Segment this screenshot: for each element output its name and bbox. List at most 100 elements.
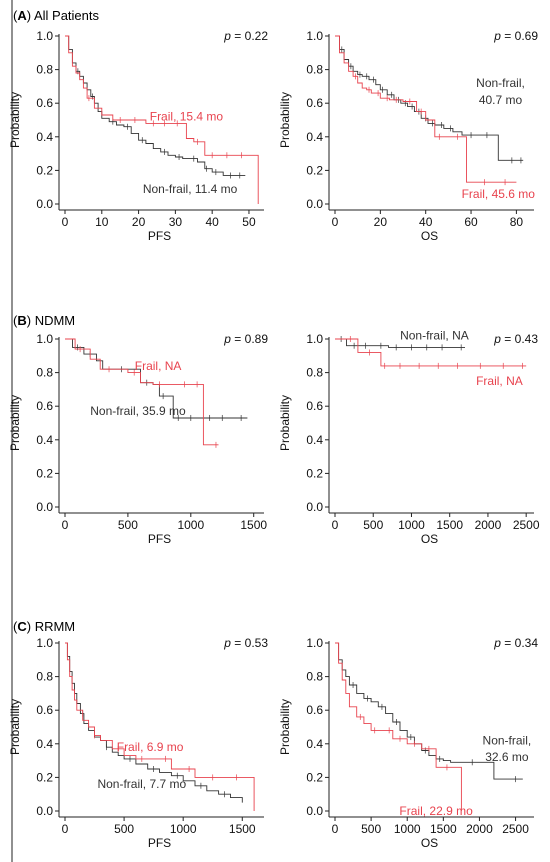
panel-title-b: NDMM: [35, 313, 75, 328]
y-tick-label: 0.8: [36, 670, 53, 684]
x-tick-label: 2000: [475, 518, 502, 532]
y-tick-label: 0.6: [306, 96, 323, 110]
p-value-text: = 0.22: [234, 29, 268, 43]
annotation-nonfrail: 40.7 mo: [479, 93, 523, 107]
y-tick-label: 0.0: [36, 197, 53, 211]
panel-label-b: (B) NDMM: [13, 313, 75, 328]
annotation-frail: Frail, 6.9 mo: [117, 740, 184, 754]
annotation-nonfrail: Non-frail,: [483, 733, 532, 747]
km-curve-frail: [65, 35, 259, 204]
x-tick-label: 0: [332, 822, 339, 836]
x-tick-label: 500: [363, 518, 383, 532]
y-tick-label: 0.8: [306, 670, 323, 684]
panel-label-c: (C) RRMM: [13, 619, 75, 634]
y-tick-label: 1.0: [36, 636, 53, 650]
x-tick-label: 0: [332, 518, 339, 532]
p-value: p = 0.69: [493, 29, 538, 43]
x-tick-label: 2500: [513, 518, 540, 532]
x-tick-label: 40: [419, 215, 433, 229]
annotation-frail: Frail, NA: [476, 374, 523, 388]
y-tick-label: 0.8: [306, 63, 323, 77]
y-tick-label: 0.4: [36, 433, 53, 447]
x-tick-label: 0: [332, 215, 339, 229]
km-curve-frail: [65, 338, 219, 446]
x-tick-label: 40: [205, 215, 219, 229]
x-tick-label: 0: [62, 822, 69, 836]
annotation-nonfrail: Non-frail, 11.4 mo: [143, 182, 238, 196]
x-axis-label: OS: [421, 229, 438, 243]
y-tick-label: 0.8: [306, 366, 323, 380]
y-tick-label: 1.0: [306, 636, 323, 650]
p-value: p = 0.22: [223, 29, 268, 43]
y-tick-label: 1.0: [36, 29, 53, 43]
p-value: p = 0.53: [223, 636, 268, 650]
p-value-text: = 0.34: [504, 636, 538, 650]
km-curve-frail: [335, 35, 517, 183]
chart-a-pfs: 0.0 0.2 0.4 0.6 0.8 1.0 0 10 20 30 40 50 PFS Probabil…: [8, 29, 268, 243]
km-curve-nonfrail: [335, 642, 523, 780]
y-tick-label: 0.2: [306, 163, 323, 177]
y-tick-label: 0.4: [306, 433, 323, 447]
y-tick-label: 0.4: [306, 130, 323, 144]
panel-label-a-close: ): [27, 8, 34, 23]
panel-label-a-open: (: [13, 8, 18, 23]
p-value-text: = 0.53: [234, 636, 268, 650]
km-curve-frail: [65, 642, 255, 811]
panel-label-a-letter: A: [17, 8, 27, 23]
y-axis-label: Probability: [278, 699, 292, 755]
panel-label-a: (A) All Patients: [13, 8, 100, 23]
p-value-text: = 0.69: [504, 29, 538, 43]
y-tick-label: 0.2: [36, 770, 53, 784]
x-axis-label: PFS: [148, 836, 171, 850]
y-tick-label: 1.0: [306, 29, 323, 43]
p-value-text: = 0.89: [234, 332, 268, 346]
x-tick-label: 20: [132, 215, 146, 229]
p-symbol: p: [223, 29, 234, 43]
x-axis-label: PFS: [148, 229, 171, 243]
y-tick-label: 1.0: [36, 332, 53, 346]
x-tick-label: 0: [62, 215, 69, 229]
y-tick-label: 0.6: [36, 399, 53, 413]
y-tick-label: 0.0: [306, 804, 323, 818]
y-axis-label: Probability: [278, 395, 292, 451]
y-tick-label: 0.4: [36, 130, 53, 144]
x-tick-label: 0: [62, 518, 69, 532]
y-tick-label: 0.0: [36, 804, 53, 818]
x-tick-label: 2000: [466, 822, 493, 836]
km-curve-frail: [335, 642, 462, 811]
p-symbol: p: [493, 332, 504, 346]
p-symbol: p: [223, 332, 234, 346]
x-tick-label: 20: [374, 215, 388, 229]
annotation-frail: Frail, 15.4 mo: [150, 110, 224, 124]
y-tick-label: 0.6: [36, 703, 53, 717]
annotation-frail: Frail, 45.6 mo: [462, 187, 536, 201]
x-tick-label: 80: [510, 215, 524, 229]
y-tick-label: 0.0: [306, 500, 323, 514]
y-tick-label: 0.2: [36, 466, 53, 480]
annotation-nonfrail: 32.6 mo: [485, 750, 529, 764]
km-curve-nonfrail: [65, 35, 246, 176]
x-tick-label: 1500: [436, 518, 463, 532]
panel-label-c-open: (: [13, 619, 18, 634]
y-axis-label: Probability: [8, 92, 22, 148]
p-value: p = 0.34: [493, 636, 538, 650]
panel-title-c: RRMM: [35, 619, 75, 634]
y-axis-label: Probability: [8, 395, 22, 451]
y-tick-label: 0.2: [306, 770, 323, 784]
x-tick-label: 10: [95, 215, 109, 229]
panel-title-a: All Patients: [34, 8, 100, 23]
y-tick-label: 0.2: [36, 163, 53, 177]
x-tick-label: 1500: [229, 822, 256, 836]
x-axis-label: PFS: [148, 532, 171, 546]
y-tick-label: 0.4: [36, 737, 53, 751]
x-tick-label: 50: [242, 215, 256, 229]
x-tick-label: 1000: [170, 822, 197, 836]
charts-group: 0.0 0.2 0.4 0.6 0.8 1.0 0 10 20 30 40 50 PFS Probabil…: [8, 29, 540, 850]
x-tick-label: 500: [114, 822, 134, 836]
panel-label-c-close: ): [27, 619, 35, 634]
x-tick-label: 60: [464, 215, 478, 229]
y-tick-label: 0.6: [306, 703, 323, 717]
panel-label-b-letter: B: [17, 313, 26, 328]
x-tick-label: 1500: [430, 822, 457, 836]
